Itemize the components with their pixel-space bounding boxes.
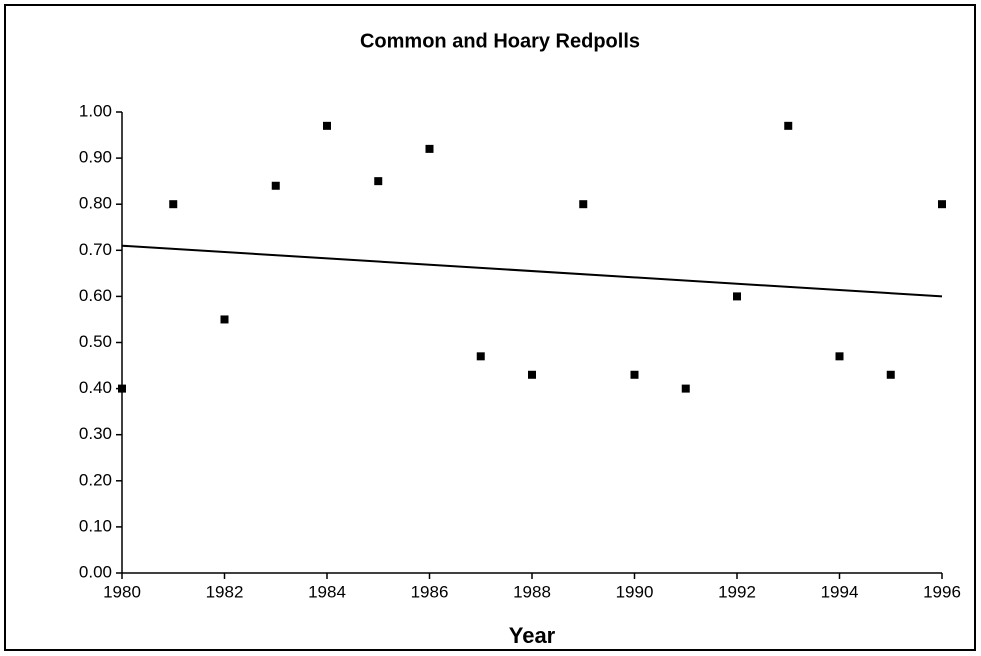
y-tick-label: 0.60 bbox=[79, 286, 112, 305]
scatter-point bbox=[528, 370, 536, 379]
scatter-point bbox=[476, 352, 485, 361]
y-tick-label: 0.80 bbox=[79, 194, 112, 213]
scatter-point bbox=[271, 181, 280, 190]
trendline bbox=[121, 244, 943, 298]
scatter-point bbox=[886, 370, 895, 379]
scatter-point bbox=[938, 200, 946, 209]
y-tick-label: 1.00 bbox=[79, 101, 112, 120]
y-tick-label: 0.40 bbox=[79, 378, 112, 397]
scatter-point bbox=[374, 177, 383, 186]
scatter-point bbox=[630, 370, 639, 379]
y-tick-label: 0.10 bbox=[79, 516, 112, 535]
scatter-point bbox=[118, 384, 126, 393]
scatter-point bbox=[425, 144, 434, 153]
x-tick-label: 1988 bbox=[513, 582, 551, 601]
x-tick-label: 1990 bbox=[616, 582, 654, 601]
scatter-point bbox=[220, 315, 229, 324]
y-tick-label: 0.20 bbox=[79, 470, 112, 489]
scatter-point bbox=[169, 200, 178, 209]
y-tick-label: 0.70 bbox=[79, 240, 112, 259]
x-tick-label: 1994 bbox=[821, 582, 859, 601]
y-tick-label: 0.00 bbox=[79, 562, 112, 581]
y-tick-label: 0.50 bbox=[79, 332, 112, 351]
scatter-point bbox=[733, 292, 741, 301]
x-tick-label: 1982 bbox=[206, 582, 244, 601]
scatter-point bbox=[835, 352, 844, 361]
scatter-point bbox=[579, 200, 588, 209]
x-tick-label: 1986 bbox=[411, 582, 449, 601]
x-tick-label: 1980 bbox=[103, 582, 141, 601]
x-tick-label: 1992 bbox=[718, 582, 756, 601]
x-tick-label: 1984 bbox=[308, 582, 346, 601]
y-tick-label: 0.30 bbox=[79, 424, 112, 443]
scatter-point bbox=[323, 121, 331, 130]
chart-frame bbox=[4, 4, 976, 651]
x-tick-label: 1996 bbox=[923, 582, 961, 601]
scatter-point bbox=[784, 121, 793, 130]
scatter-point bbox=[681, 384, 690, 393]
y-tick-label: 0.90 bbox=[79, 148, 112, 167]
x-axis-label: Year bbox=[509, 623, 556, 648]
chart-title: Common and Hoary Redpolls bbox=[360, 30, 640, 52]
